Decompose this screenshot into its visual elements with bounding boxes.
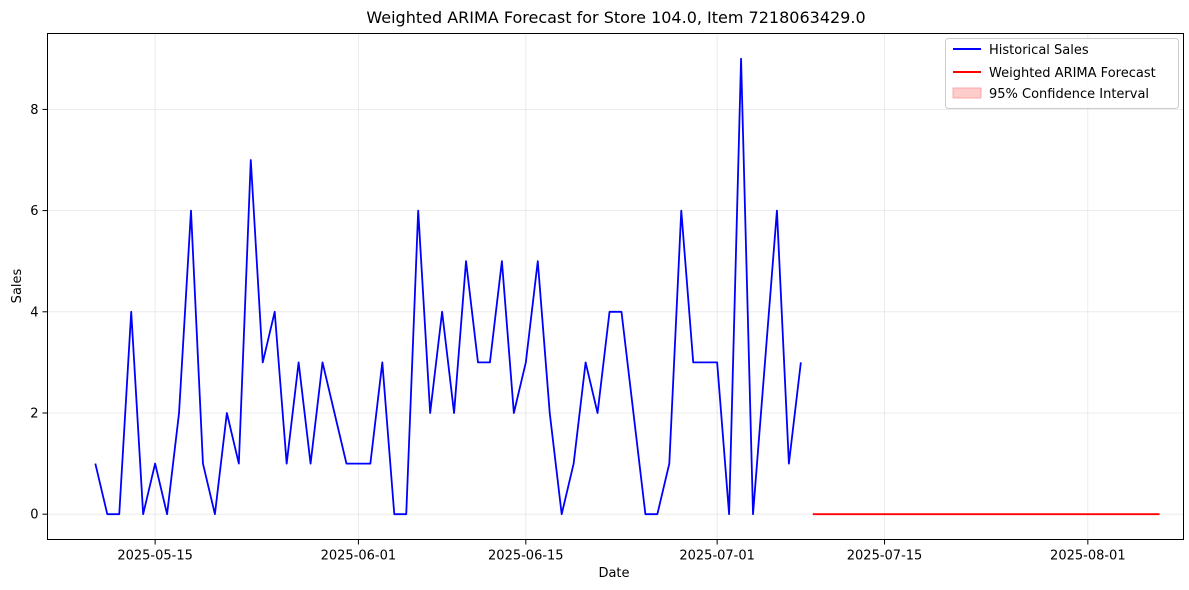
- chart-title: Weighted ARIMA Forecast for Store 104.0,…: [366, 8, 865, 27]
- grid-lines: [47, 33, 1184, 540]
- legend: Historical Sales Weighted ARIMA Forecast…: [945, 38, 1179, 109]
- y-tick-label: 2: [30, 407, 38, 422]
- y-tick-label: 4: [30, 305, 38, 320]
- y-tick-label: 8: [30, 103, 38, 118]
- y-axis-title: Sales: [10, 268, 25, 303]
- legend-label-forecast: Weighted ARIMA Forecast: [989, 66, 1156, 81]
- x-tick-label: 2025-05-15: [117, 549, 193, 564]
- historical-sales-line: [94, 57, 802, 516]
- x-tick-label: 2025-06-01: [321, 549, 397, 564]
- y-tick-label: 6: [30, 204, 38, 219]
- plot-frame: [47, 33, 1184, 540]
- x-axis-title: Date: [598, 566, 629, 581]
- legend-label-confidence: 95% Confidence Interval: [989, 87, 1149, 102]
- legend-label-historical: Historical Sales: [989, 43, 1089, 58]
- x-tick-label: 2025-08-01: [1050, 549, 1126, 564]
- x-tick-label: 2025-07-15: [847, 549, 923, 564]
- x-tick-label: 2025-06-15: [488, 549, 564, 564]
- legend-box: [945, 38, 1179, 109]
- y-tick-label: 0: [30, 508, 38, 523]
- x-axis: 2025-05-15 2025-06-01 2025-06-15 2025-07-01…: [117, 539, 1126, 564]
- x-tick-label: 2025-07-01: [679, 549, 755, 564]
- y-axis: 0 2 4 6 8: [30, 103, 48, 523]
- legend-swatch-confidence: [952, 87, 982, 99]
- series-layer: [94, 57, 1160, 516]
